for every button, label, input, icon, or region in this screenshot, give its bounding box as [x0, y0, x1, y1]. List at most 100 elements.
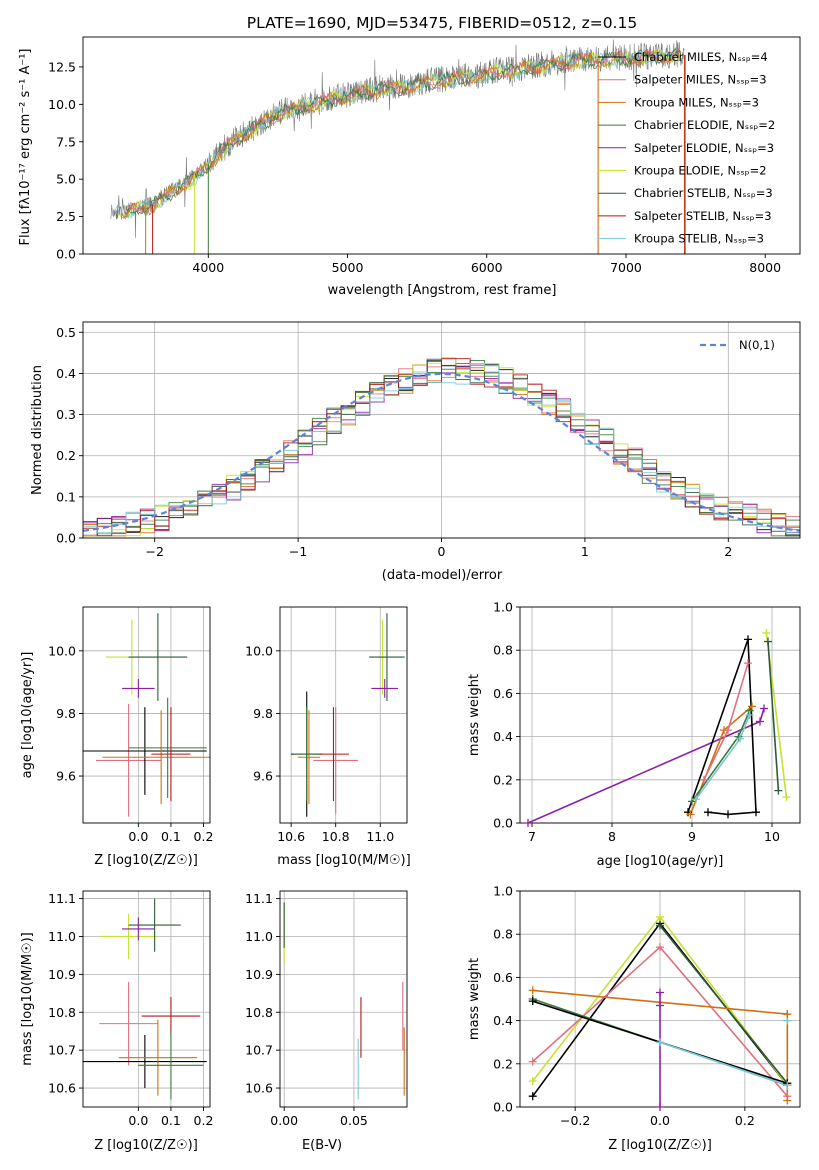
- y-tick-label: 10.0: [48, 643, 76, 658]
- z-mass-xlabel: Z [log10(Z/Z☉)]: [94, 1138, 198, 1153]
- weight-marker: [764, 637, 772, 646]
- legend-entry: Kroupa STELIB, Nₛₛₚ=3: [634, 232, 764, 246]
- legend-entry: Chabrier ELODIE, Nₛₛₚ=2: [634, 118, 775, 132]
- y-tick-label: 12.5: [48, 59, 76, 74]
- z-weight-ylabel: mass weight: [467, 958, 482, 1040]
- x-tick-label: 7000: [610, 260, 642, 275]
- y-tick-label: 0.2: [493, 1056, 513, 1071]
- plot-area: [283, 902, 405, 1100]
- weight-marker: [528, 997, 537, 1006]
- y-tick-label: 0.4: [493, 729, 513, 744]
- axes-frame: [279, 890, 408, 1108]
- spectrum-ylabel: Flux [fλ10⁻¹⁷ erg cm⁻² s⁻¹ A⁻¹]: [18, 49, 33, 246]
- x-tick-label: 7: [528, 829, 536, 844]
- x-tick-label: 0.0: [650, 1113, 670, 1128]
- axes-frame: [82, 36, 801, 255]
- weight-marker: [752, 808, 760, 817]
- weight-marker: [744, 635, 752, 644]
- y-tick-label: 10.8: [245, 1005, 273, 1020]
- x-tick-label: 8: [608, 829, 616, 844]
- x-tick-label: −2: [145, 544, 163, 559]
- x-tick-label: 8000: [749, 260, 781, 275]
- x-tick-label: 10.6: [277, 829, 305, 844]
- chart-title: PLATE=1690, MJD=53475, FIBERID=0512, z=0…: [247, 14, 637, 32]
- z-weight-xlabel: Z [log10(Z/Z☉)]: [608, 1138, 712, 1153]
- x-tick-label: 0.0: [128, 829, 148, 844]
- axes-frame: [82, 321, 801, 539]
- weight-marker: [528, 1077, 537, 1086]
- y-tick-label: 0.2: [56, 448, 76, 463]
- normal-reference-curve: [83, 372, 800, 532]
- weight-marker: [756, 717, 764, 726]
- legend-entry: Salpeter MILES, Nₛₛₚ=3: [634, 73, 767, 87]
- weight-marker: [783, 1081, 792, 1090]
- z-mass-ylabel: mass [log10(M/M☉)]: [20, 932, 35, 1065]
- legend-entry: Salpeter ELODIE, Nₛₛₚ=3: [634, 141, 774, 155]
- ebv-mass-panel: 0.00 0.05 10.6 10.7 10.8 10.9 11.0 11.1: [245, 890, 408, 1128]
- y-tick-label: 0.5: [56, 325, 76, 340]
- y-tick-label: 0.8: [493, 927, 513, 942]
- legend-entry: Kroupa MILES, Nₛₛₚ=3: [634, 95, 759, 109]
- weight-marker: [692, 795, 700, 804]
- ebv-mass-xlabel: E(B-V): [302, 1138, 342, 1153]
- x-tick-label: 0.1: [161, 1113, 181, 1128]
- x-tick-label: 0.05: [340, 1113, 368, 1128]
- weight-marker: [686, 810, 695, 819]
- y-tick-label: 0.0: [493, 1100, 513, 1115]
- x-tick-label: −0.2: [560, 1113, 590, 1128]
- axes-frame: [279, 606, 408, 824]
- plot-area: [291, 613, 405, 817]
- y-tick-label: 0.1: [56, 489, 76, 504]
- y-tick-label: 0.2: [493, 772, 513, 787]
- z-weight-panel: −0.2 0.0 0.2 0.0 0.2 0.4 0.6 0.8 1.0: [493, 884, 801, 1128]
- y-tick-label: 5.0: [56, 172, 76, 187]
- weight-marker: [656, 921, 664, 930]
- weight-marker: [774, 786, 783, 795]
- mass-age-panel: 10.6 10.8 11.0 9.6 9.8 10.0: [245, 606, 408, 844]
- y-tick-label: 9.6: [56, 769, 76, 784]
- legend-entry: Salpeter STELIB, Nₛₛₚ=3: [634, 209, 772, 223]
- histogram-step: [83, 363, 800, 534]
- weight-marker: [700, 775, 708, 784]
- weight-marker: [782, 793, 791, 802]
- legend-entry: Chabrier MILES, Nₛₛₚ=4: [634, 50, 768, 64]
- spectrum-xlabel: wavelength [Angstrom, rest frame]: [328, 283, 557, 298]
- x-tick-label: 0.2: [194, 1113, 214, 1128]
- y-tick-label: 11.1: [245, 891, 273, 906]
- mass-age-xlabel: mass [log10(M/M☉)]: [277, 853, 410, 868]
- weight-marker: [736, 734, 744, 743]
- weight-marker: [656, 988, 664, 997]
- weight-marker: [656, 1001, 664, 1010]
- y-tick-label: 2.5: [56, 209, 76, 224]
- y-tick-label: 0.4: [56, 366, 76, 381]
- weight-marker: [528, 986, 537, 995]
- y-tick-label: 10.7: [48, 1043, 76, 1058]
- y-tick-label: 10.6: [245, 1081, 273, 1096]
- y-tick-label: 10.0: [245, 643, 273, 658]
- weight-marker: [656, 1103, 664, 1111]
- x-tick-label: 0.2: [194, 829, 214, 844]
- y-tick-label: 11.0: [48, 929, 76, 944]
- x-tick-label: 5000: [332, 260, 364, 275]
- y-tick-label: 10.9: [48, 967, 76, 982]
- z-age-panel: 0.0 0.1 0.2 9.6 9.8 10.0: [48, 606, 214, 844]
- y-tick-label: 10.0: [48, 97, 76, 112]
- spectrum-legend: Chabrier MILES, Nₛₛₚ=4 Salpeter MILES, Nₛ…: [598, 50, 775, 246]
- weight-marker: [783, 1096, 792, 1105]
- y-tick-label: 10.7: [245, 1043, 273, 1058]
- weight-marker: [656, 1038, 664, 1047]
- x-tick-label: 6000: [471, 260, 503, 275]
- y-tick-label: 9.6: [253, 769, 273, 784]
- weight-line: [659, 925, 788, 1084]
- y-tick-label: 0.3: [56, 407, 76, 422]
- weight-marker: [656, 943, 664, 952]
- legend-entry: Chabrier STELIB, Nₛₛₚ=3: [634, 186, 773, 200]
- y-tick-label: 1.0: [493, 884, 513, 899]
- age-weight-xlabel: age [log10(age/yr)]: [597, 854, 724, 869]
- weight-marker: [783, 1010, 792, 1019]
- age-weight-ylabel: mass weight: [467, 674, 482, 756]
- y-tick-label: 10.8: [48, 1005, 76, 1020]
- x-tick-label: 0.1: [161, 829, 181, 844]
- weight-marker: [524, 819, 532, 827]
